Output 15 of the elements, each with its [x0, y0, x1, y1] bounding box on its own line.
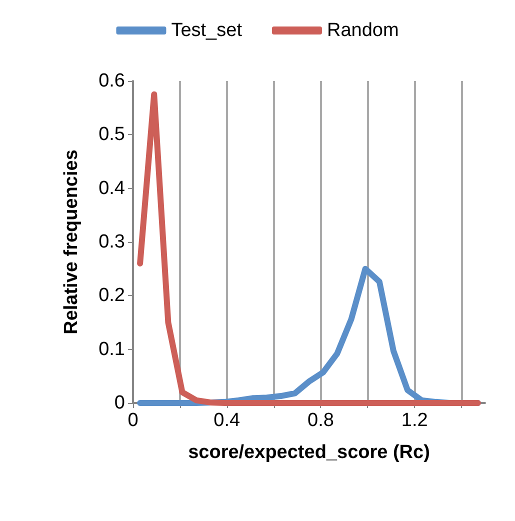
- y-tick-label: 0.1: [98, 338, 125, 360]
- y-tick-label: 0.2: [98, 285, 125, 306]
- x-tick-label: 0.4: [214, 410, 240, 431]
- y-tick-label: 0.5: [98, 124, 125, 146]
- x-tick-label: 1.2: [401, 410, 428, 431]
- legend-label: Test_set: [171, 20, 243, 41]
- y-tick-label: 0.3: [98, 232, 125, 252]
- x-tick-label: 0: [128, 410, 138, 431]
- legend-label: Random: [326, 20, 399, 41]
- y-tick-label: 0.4: [98, 178, 126, 199]
- y-tick-label: 0.6: [98, 70, 125, 92]
- y-axis-title: Relative frequencies: [61, 150, 82, 334]
- x-tick-label: 0.8: [308, 410, 334, 431]
- x-axis-title: score/expected_score (Rc): [188, 442, 430, 463]
- y-tick-label: 0: [114, 392, 125, 414]
